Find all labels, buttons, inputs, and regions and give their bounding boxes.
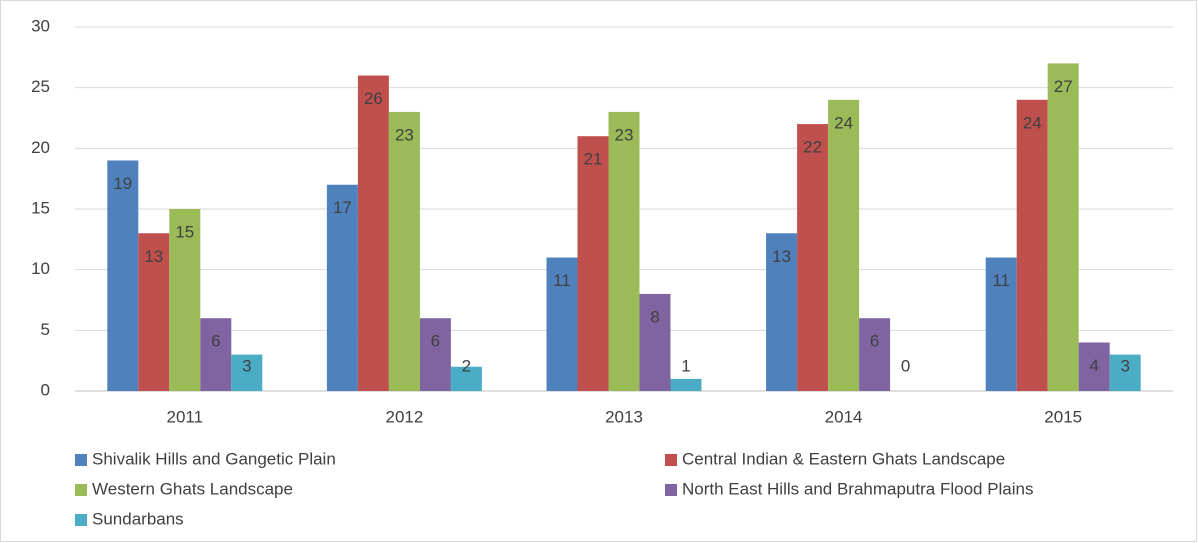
data-label: 23 [615,125,634,144]
bar [828,99,860,392]
bar [200,318,232,391]
bar [326,184,358,391]
data-label: 6 [431,332,440,351]
data-label: 13 [772,247,791,266]
data-label: 15 [175,222,194,241]
data-label: 13 [144,247,163,266]
y-tick-label: 0 [41,380,50,399]
bar [985,257,1017,391]
legend-swatch [75,514,87,526]
data-label: 0 [901,356,910,375]
data-label: 27 [1054,77,1073,96]
x-tick-label: 2013 [605,407,643,426]
data-label: 24 [1023,113,1042,132]
bar [1078,342,1110,391]
data-label: 4 [1089,356,1098,375]
y-tick-label: 30 [31,16,50,35]
legend-swatch [75,454,87,466]
bar [450,366,482,391]
bar [169,209,201,391]
y-tick-label: 10 [31,259,50,278]
bar [797,124,829,392]
data-label: 21 [584,150,603,169]
bar [670,378,702,391]
bar [766,233,798,391]
data-label: 11 [553,271,571,290]
x-tick-label: 2012 [385,407,423,426]
bar [1016,99,1048,392]
bar [419,318,451,391]
bar [1109,354,1141,391]
bar [1047,63,1079,392]
data-label: 3 [1120,356,1129,375]
data-label: 1 [681,356,690,375]
legend-label: Western Ghats Landscape [92,479,293,498]
bar [388,111,420,391]
data-label: 24 [834,113,853,132]
data-label: 6 [211,332,220,351]
legend-swatch [665,484,677,496]
data-label: 26 [364,89,383,108]
legend-swatch [75,484,87,496]
data-label: 3 [242,356,251,375]
x-tick-label: 2011 [167,407,204,426]
bar [107,160,139,391]
data-label: 17 [333,198,352,217]
y-tick-label: 20 [31,138,50,157]
data-label: 22 [803,138,822,157]
data-label: 6 [870,332,879,351]
data-label: 8 [650,307,659,326]
bar [859,318,891,391]
legend-label: Sundarbans [92,509,184,528]
y-tick-label: 25 [31,77,50,96]
bar [546,257,578,391]
legend-label: North East Hills and Brahmaputra Flood P… [682,479,1034,498]
bar [608,111,640,391]
y-tick-label: 15 [31,198,50,217]
data-label: 11 [992,271,1010,290]
data-label: 19 [113,174,132,193]
x-tick-label: 2015 [1044,407,1082,426]
legend-label: Shivalik Hills and Gangetic Plain [92,449,336,468]
bar [577,136,609,391]
bar [231,354,263,391]
legend-swatch [665,454,677,466]
data-label: 2 [462,356,471,375]
legend-label: Central Indian & Eastern Ghats Landscape [682,449,1005,468]
bar [639,293,671,391]
bar [357,75,389,392]
data-label: 23 [395,125,414,144]
y-tick-label: 5 [41,320,50,339]
x-tick-label: 2014 [825,407,863,426]
bar [138,233,170,391]
